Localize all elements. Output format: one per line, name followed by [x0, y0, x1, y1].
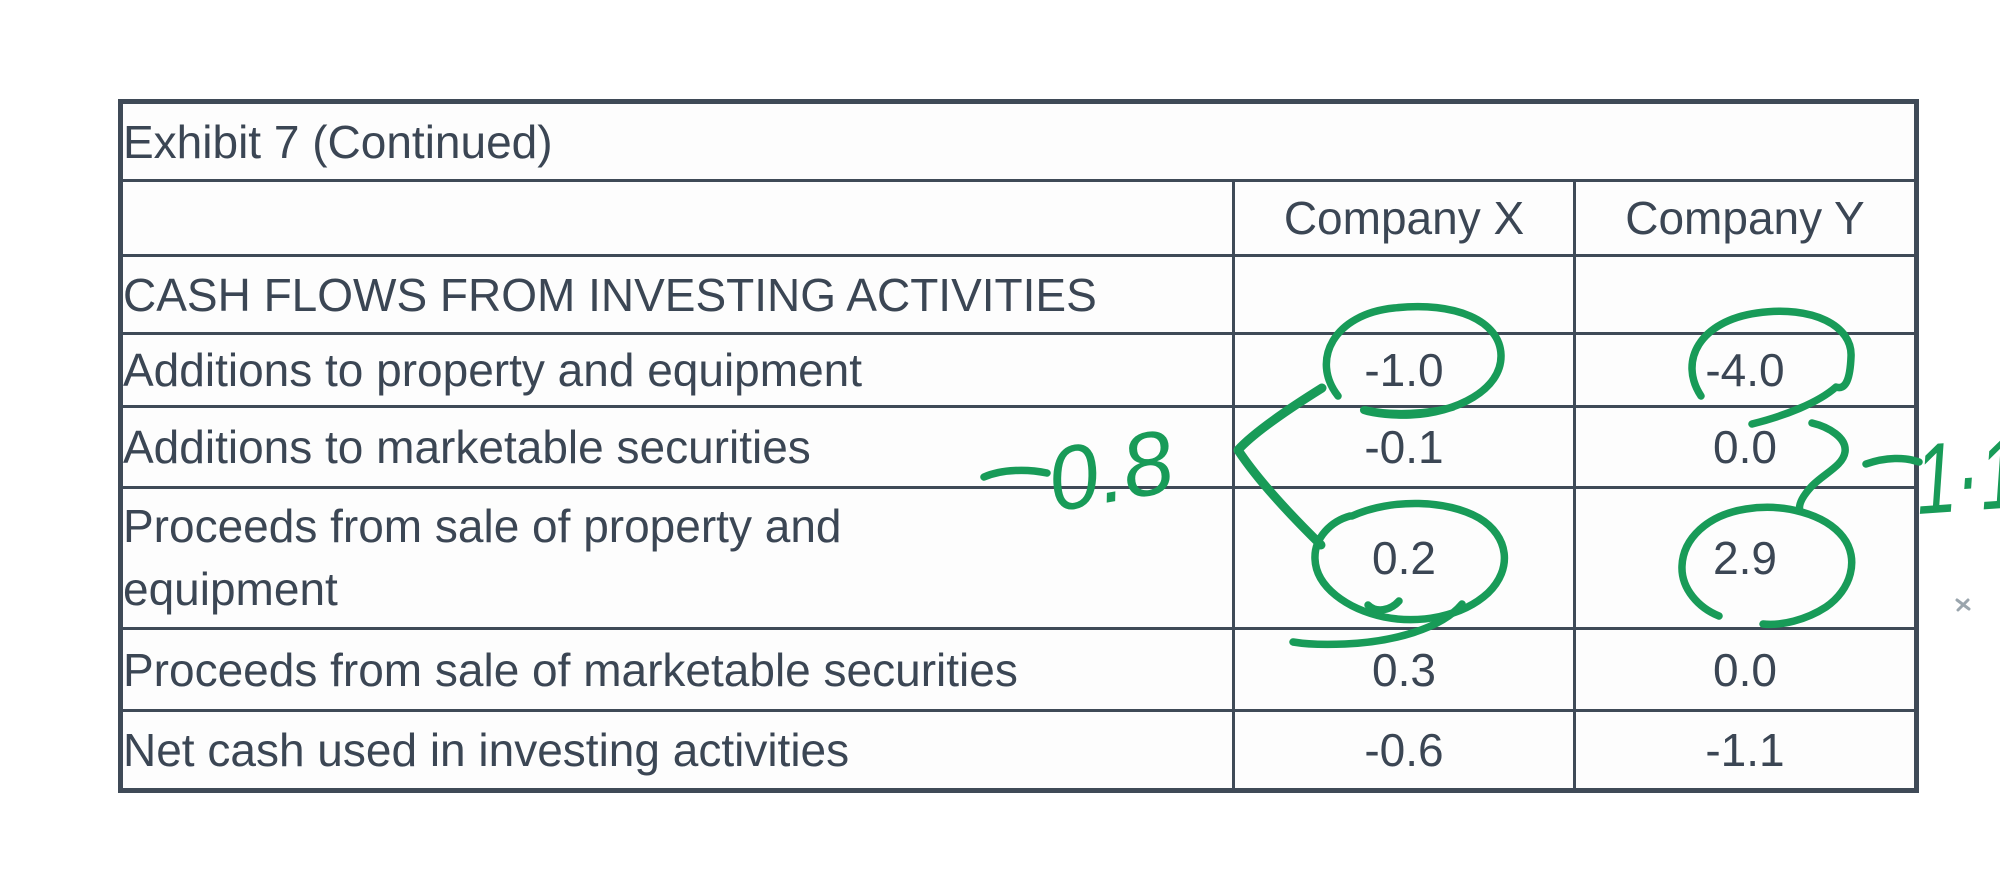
- row-label: Net cash used in investing activities: [119, 709, 1235, 792]
- table-row: Additions to property and equipment -1.0…: [119, 332, 1918, 408]
- table-row: Proceeds from sale of marketable securit…: [119, 627, 1918, 712]
- value-company-y: -1.1: [1573, 709, 1918, 792]
- row-label: Proceeds from sale of marketable securit…: [119, 627, 1235, 712]
- table-row: Exhibit 7 (Continued): [119, 100, 1918, 182]
- row-label: Additions to property and equipment: [119, 332, 1235, 408]
- value-company-y: 2.9: [1573, 486, 1918, 630]
- exhibit-table: Exhibit 7 (Continued) Company X Company …: [118, 99, 1919, 793]
- value-company-y: 0.0: [1573, 627, 1918, 712]
- stray-x-mark: [1955, 598, 1971, 612]
- value-company-x: -1.0: [1232, 332, 1576, 408]
- value-company-x: -0.1: [1232, 405, 1576, 489]
- table-row: CASH FLOWS FROM INVESTING ACTIVITIES: [119, 254, 1918, 335]
- table-row: Company X Company Y: [119, 179, 1918, 257]
- header-company-x: Company X: [1232, 179, 1576, 257]
- section-header: CASH FLOWS FROM INVESTING ACTIVITIES: [119, 254, 1235, 335]
- table-row: Proceeds from sale of property and equip…: [119, 486, 1918, 630]
- row-label-text: Proceeds from sale of property and equip…: [123, 499, 842, 615]
- row-label: Additions to marketable securities: [119, 405, 1235, 489]
- value-company-y: -4.0: [1573, 332, 1918, 408]
- value-company-x: -0.6: [1232, 709, 1576, 792]
- empty-cell: [1573, 254, 1918, 335]
- handwritten-right-note: 1·1: [1912, 417, 2000, 535]
- empty-cell: [1232, 254, 1576, 335]
- row-label: Proceeds from sale of property and equip…: [119, 486, 1235, 630]
- header-company-y: Company Y: [1573, 179, 1918, 257]
- table-row: Net cash used in investing activities -0…: [119, 709, 1918, 792]
- value-company-y: 0.0: [1573, 405, 1918, 489]
- value-company-x: 0.3: [1232, 627, 1576, 712]
- table-row: Additions to marketable securities -0.1 …: [119, 405, 1918, 489]
- header-empty-cell: [119, 179, 1235, 257]
- table-title: Exhibit 7 (Continued): [119, 100, 1918, 182]
- value-company-x: 0.2: [1232, 486, 1576, 630]
